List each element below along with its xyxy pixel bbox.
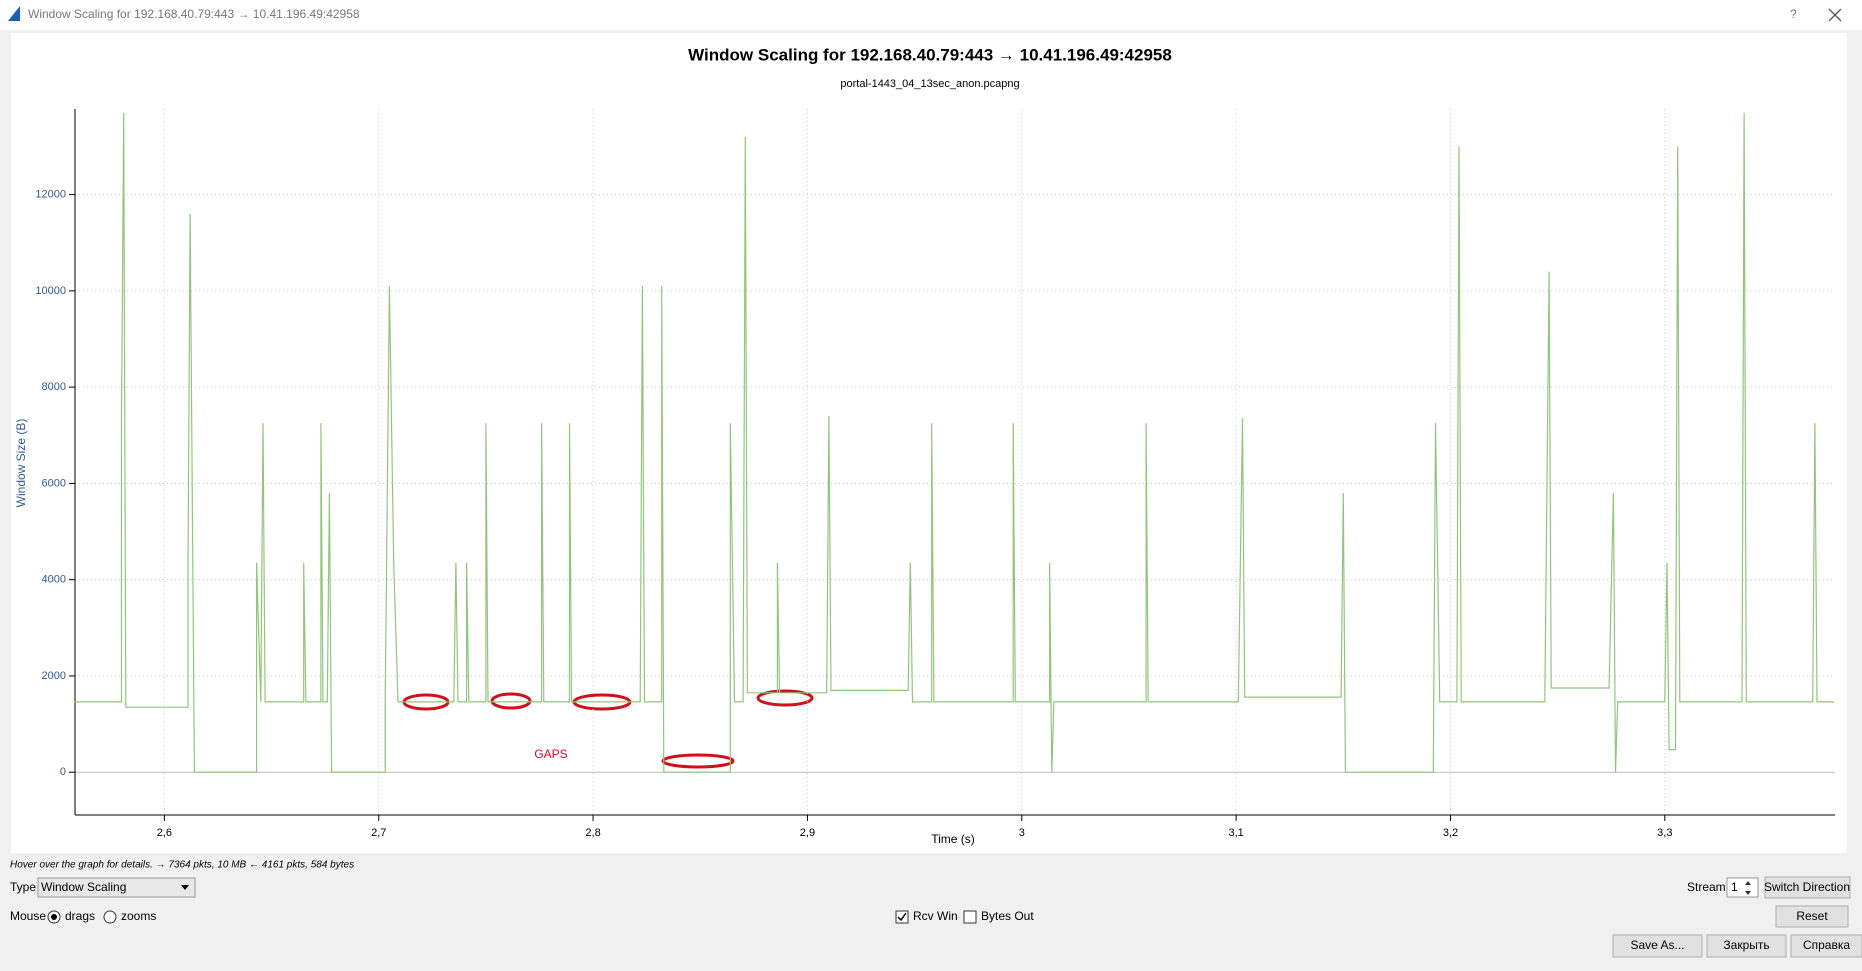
help-button[interactable]: ? bbox=[1790, 7, 1797, 21]
y-tick-label: 6000 bbox=[42, 477, 66, 489]
app-icon bbox=[8, 6, 20, 21]
title-bar bbox=[0, 0, 1862, 30]
rcv-win-label: Rcv Win bbox=[913, 909, 958, 923]
stream-value: 1 bbox=[1731, 880, 1738, 894]
mouse-label: Mouse bbox=[10, 909, 46, 923]
annotation: GAPS bbox=[534, 747, 567, 761]
data-line bbox=[74, 112, 1835, 773]
dialog-button-label: Save As... bbox=[1630, 938, 1684, 952]
type-dropdown[interactable] bbox=[37, 877, 196, 898]
x-tick-label: 3,3 bbox=[1657, 827, 1672, 839]
x-axis-label: Time (s) bbox=[931, 832, 975, 846]
switch-button[interactable] bbox=[1764, 876, 1851, 899]
window-title: Window Scaling for 192.168.40.79:443 → 1… bbox=[28, 7, 360, 21]
x-tick-label: 2,6 bbox=[157, 827, 172, 839]
switch-button-label: Switch Direction bbox=[1764, 880, 1850, 894]
close-button[interactable] bbox=[1828, 8, 1842, 22]
y-tick-label: 10000 bbox=[35, 285, 66, 297]
rcv-win-checkbox[interactable] bbox=[895, 910, 909, 924]
gap-marker bbox=[490, 692, 532, 710]
reset-button[interactable] bbox=[1775, 905, 1849, 928]
hint: Hover over the graph for details. → 7364… bbox=[10, 860, 354, 871]
dialog-button[interactable] bbox=[1612, 934, 1703, 958]
stream-spinbox[interactable] bbox=[1726, 877, 1759, 898]
y-axis-label: Window Size (B) bbox=[14, 419, 28, 508]
y-tick-label: 0 bbox=[60, 766, 66, 778]
dropdown-arrow bbox=[181, 885, 189, 890]
chart-subtitle: portal-1443_04_13sec_anon.pcapng bbox=[840, 78, 1019, 90]
y-tick-label: 12000 bbox=[35, 188, 66, 200]
drags-label: drags bbox=[65, 909, 95, 923]
bytes-out-label: Bytes Out bbox=[981, 909, 1034, 923]
bytes-out-checkbox[interactable] bbox=[963, 910, 977, 924]
check-mark bbox=[897, 912, 907, 922]
zooms-label: zooms bbox=[121, 909, 156, 923]
y-tick-label: 4000 bbox=[42, 574, 66, 586]
stream-label: Stream bbox=[1687, 880, 1726, 894]
dialog-button[interactable] bbox=[1790, 934, 1862, 958]
plot-background bbox=[11, 33, 1847, 853]
type-value: Window Scaling bbox=[41, 880, 126, 894]
x-tick-label: 2,9 bbox=[800, 827, 815, 839]
type-label: Type bbox=[10, 880, 36, 894]
zooms-radio[interactable] bbox=[103, 910, 117, 924]
dialog-button-label: Закрыть bbox=[1723, 938, 1769, 952]
dialog-button[interactable] bbox=[1706, 934, 1787, 958]
radio-dot bbox=[51, 914, 57, 920]
reset-button-label: Reset bbox=[1796, 909, 1828, 923]
dialog-button-label: Справка bbox=[1803, 938, 1850, 952]
y-tick-label: 2000 bbox=[42, 670, 66, 682]
x-tick-label: 3,1 bbox=[1228, 827, 1243, 839]
gap-marker bbox=[661, 753, 735, 769]
gap-marker bbox=[756, 689, 814, 707]
x-tick-label: 3,2 bbox=[1443, 827, 1458, 839]
chart-title: Window Scaling for 192.168.40.79:443 → 1… bbox=[688, 45, 1172, 64]
x-tick-label: 2,7 bbox=[371, 827, 386, 839]
x-tick-label: 3 bbox=[1019, 827, 1025, 839]
spin-arrows bbox=[1745, 881, 1751, 895]
y-tick-label: 8000 bbox=[42, 381, 66, 393]
x-tick-label: 2,8 bbox=[585, 827, 600, 839]
